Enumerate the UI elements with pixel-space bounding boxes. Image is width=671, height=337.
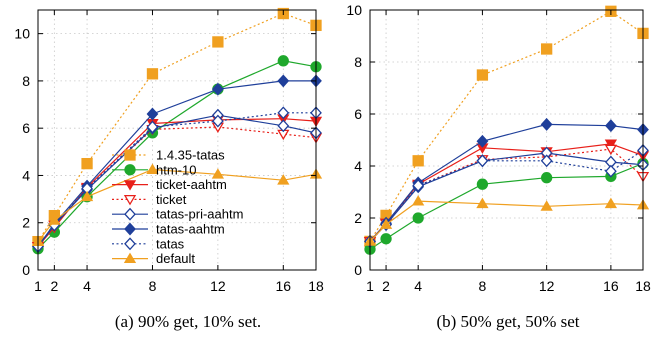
y-tick-label: 6: [354, 106, 362, 122]
legend-label: 1.4.35-tatas: [156, 148, 225, 163]
data-point-default: [379, 218, 393, 229]
legend-marker: [124, 207, 136, 221]
legend-label: ticket: [156, 192, 187, 207]
data-point-htm-10: [277, 55, 289, 67]
legend-marker: [124, 164, 136, 176]
legend-label: htm-10: [156, 162, 196, 177]
x-tick-label: 16: [276, 278, 292, 294]
data-point-tatas-aahtm: [146, 107, 159, 121]
legend-item-1-4-35-tatas: 1.4.35-tatas: [112, 148, 225, 163]
data-point-tatas-aahtm: [277, 74, 290, 88]
y-tick-label: 8: [22, 73, 30, 89]
caption-b: (b) 50% get, 50% set: [436, 312, 579, 331]
y-tick-label: 6: [22, 120, 30, 136]
legend: 1.4.35-tatashtm-10ticket-aahtmtickettata…: [112, 148, 243, 266]
plot-frame: [369, 9, 644, 271]
data-point-tatas: [540, 154, 553, 168]
data-point-ticket: [604, 144, 618, 156]
data-point-default: [540, 200, 553, 211]
series-line-tatas-aahtm: [369, 123, 644, 242]
legend-marker: [124, 237, 136, 251]
data-point-tatas: [412, 179, 425, 192]
x-tick-label: 8: [479, 278, 487, 294]
data-point-htm-10: [412, 212, 424, 224]
data-point-tatas: [146, 120, 159, 134]
x-tick-label: 12: [539, 278, 555, 294]
data-point-tatas: [212, 114, 224, 128]
y-tick-label: 0: [354, 262, 362, 278]
data-point-htm-10: [380, 233, 392, 245]
data-point-1-4-35-tatas: [412, 155, 424, 167]
data-point-tatas-aahtm: [605, 119, 617, 133]
x-tick-label: 1: [366, 278, 374, 294]
legend-item-ticket: ticket: [112, 192, 187, 207]
data-point-default: [211, 168, 225, 179]
data-point-htm-10: [476, 178, 489, 190]
legend-marker: [123, 194, 137, 206]
y-tick-label: 10: [346, 2, 362, 18]
x-tick-label: 4: [83, 278, 91, 294]
legend-item-tatas-aahtm: tatas-aahtm: [112, 222, 225, 237]
y-tick-label: 2: [354, 210, 362, 226]
data-point-1-4-35-tatas: [81, 157, 93, 170]
legend-marker: [124, 149, 136, 161]
x-tick-label: 2: [382, 278, 390, 294]
y-tick-label: 8: [354, 54, 362, 70]
data-point-tatas-aahtm: [212, 82, 224, 96]
legend-item-tatas: tatas: [112, 236, 185, 251]
y-tick-label: 2: [22, 215, 30, 231]
data-point-default: [277, 174, 290, 185]
y-tick-label: 4: [354, 158, 362, 174]
legend-item-default: default: [112, 251, 195, 266]
legend-label: ticket-aahtm: [156, 177, 227, 192]
x-tick-label: 18: [635, 278, 651, 294]
data-point-tatas-aahtm: [540, 117, 553, 131]
data-point-default: [604, 197, 618, 209]
data-point-1-4-35-tatas: [146, 68, 159, 80]
data-point-default: [80, 190, 94, 202]
plot-frame: [37, 9, 317, 271]
data-point-tatas-aahtm: [476, 134, 489, 148]
x-tick-label: 4: [414, 278, 422, 294]
data-point-1-4-35-tatas: [540, 43, 553, 55]
caption-a: (a) 90% get, 10% set.: [115, 312, 261, 331]
x-tick-label: 8: [149, 278, 157, 294]
data-point-tatas: [277, 106, 290, 120]
legend-label: tatas-aahtm: [156, 222, 225, 237]
data-point-default: [146, 163, 159, 174]
data-point-htm-10: [540, 172, 553, 184]
y-tick-label: 0: [22, 262, 30, 278]
legend-label: default: [156, 251, 195, 266]
data-point-tatas-pri-aahtm: [277, 119, 290, 133]
y-tick-label: 4: [22, 167, 30, 183]
y-tick-label: 10: [14, 26, 30, 42]
legend-marker: [123, 180, 137, 191]
series-line-default: [369, 200, 644, 242]
legend-marker: [124, 222, 136, 236]
x-tick-label: 12: [210, 278, 226, 294]
x-tick-label: 16: [603, 278, 619, 294]
x-tick-label: 1: [34, 278, 42, 294]
data-point-1-4-35-tatas: [476, 69, 489, 81]
legend-marker: [123, 252, 137, 264]
legend-label: tatas-pri-aahtm: [156, 207, 243, 222]
legend-label: tatas: [156, 236, 185, 251]
data-point-default: [412, 195, 425, 206]
data-point-default: [48, 214, 61, 225]
legend-item-htm-10: htm-10: [112, 162, 196, 177]
data-point-tatas: [476, 154, 489, 168]
x-tick-label: 2: [50, 278, 58, 294]
data-point-default: [476, 197, 489, 209]
data-point-tatas: [605, 164, 617, 178]
x-tick-label: 18: [308, 278, 324, 294]
data-point-1-4-35-tatas: [212, 36, 224, 48]
legend-item-ticket-aahtm: ticket-aahtm: [112, 177, 227, 192]
data-point-ticket-aahtm: [604, 139, 618, 150]
legend-item-tatas-pri-aahtm: tatas-pri-aahtm: [112, 207, 243, 222]
